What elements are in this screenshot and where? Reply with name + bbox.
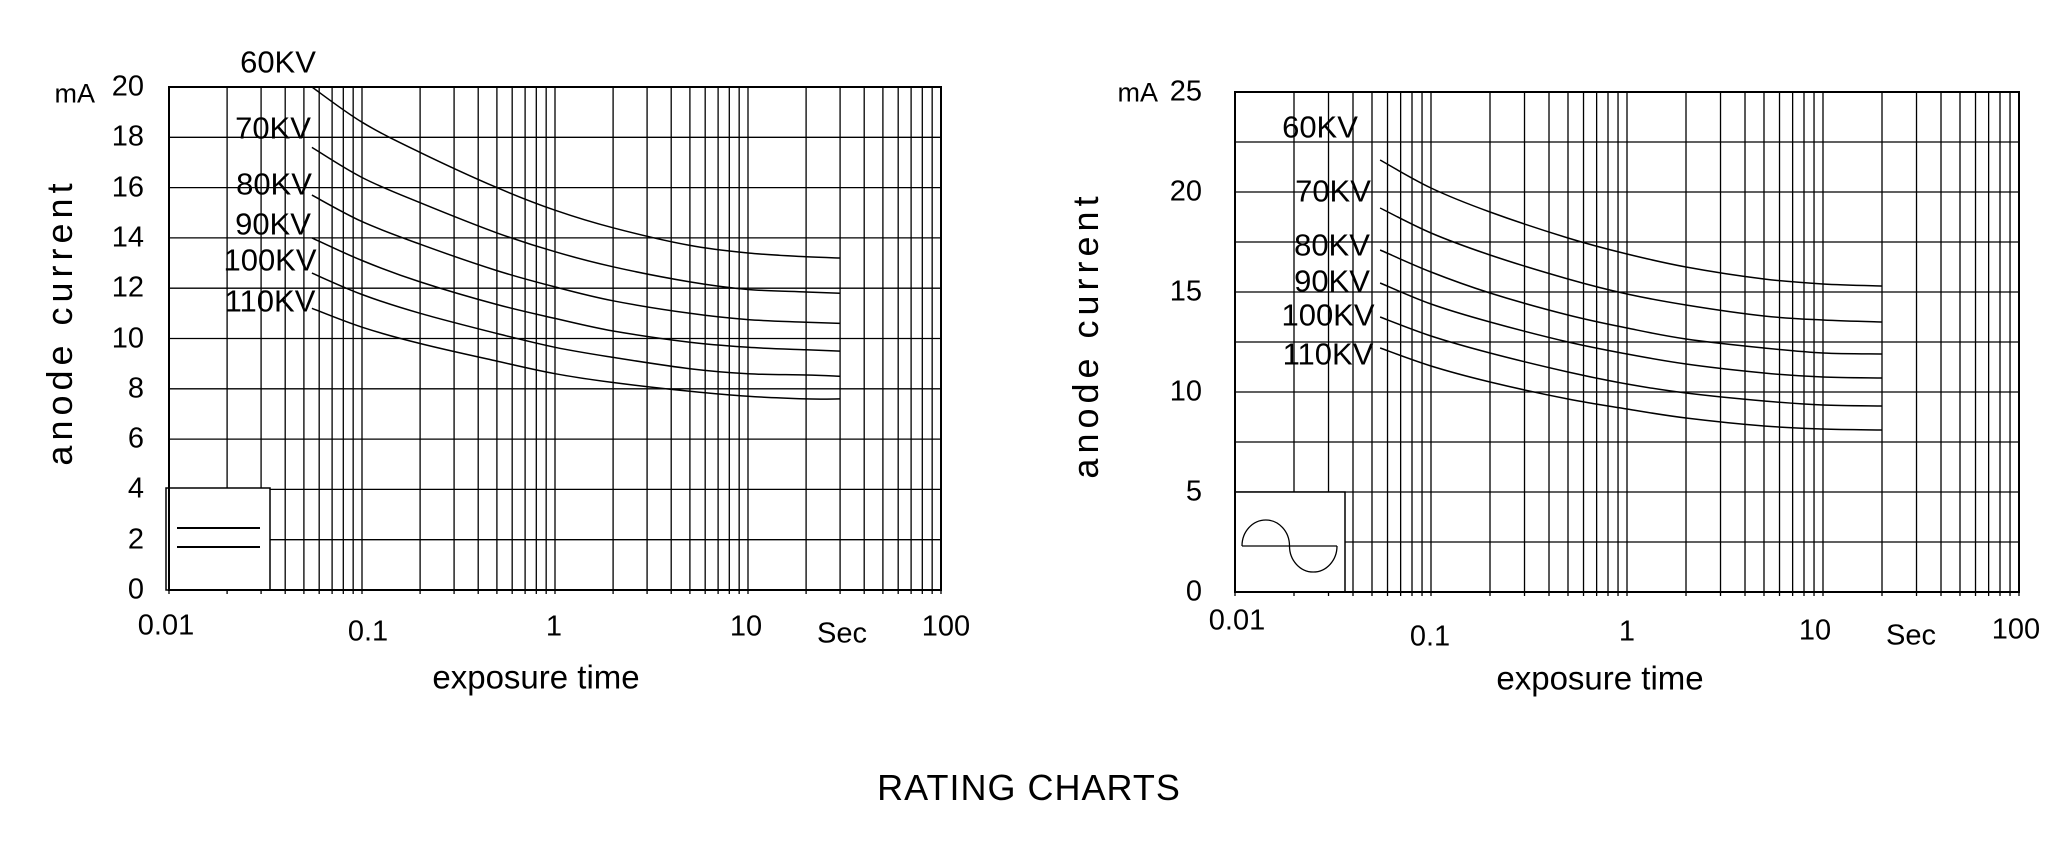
y-unit-label-ma: mA: [54, 78, 96, 109]
curve-label-100kv: 100KV: [1281, 297, 1375, 333]
x-tick-label-0.01: 0.01: [137, 609, 195, 642]
x-tick-label-1: 1: [545, 610, 563, 643]
x-tick-label-0.1: 0.1: [1409, 620, 1451, 653]
curve-label-90kv: 90KV: [235, 206, 311, 242]
dc-constant-potential-waveform-icon: [165, 487, 271, 591]
y-unit-label-ma: mA: [1117, 77, 1159, 108]
y-tick-label-5: 5: [1185, 475, 1202, 508]
x-tick-label-100: 100: [921, 610, 971, 643]
curve-label-60kv: 60KV: [1282, 109, 1358, 145]
curve-100kv: [1379, 316, 1883, 407]
y-tick-label-20: 20: [1169, 175, 1202, 208]
x-axis-title: exposure time: [1496, 659, 1704, 697]
curve-label-80kv: 80KV: [1294, 227, 1370, 263]
curve-110kv: [311, 307, 841, 400]
curve-90kv: [311, 237, 841, 352]
curve-60kv: [1379, 159, 1883, 287]
y-tick-label-16: 16: [111, 171, 144, 204]
curve-80kv: [1379, 249, 1883, 355]
y-tick-label-12: 12: [111, 271, 144, 304]
x-tick-label-0.1: 0.1: [347, 615, 389, 648]
y-tick-label-8: 8: [127, 372, 144, 405]
x-tick-label-1: 1: [1618, 615, 1636, 648]
y-tick-label-25: 25: [1169, 75, 1202, 108]
plot-border: [168, 86, 942, 591]
x-tick-label-10: 10: [1798, 614, 1832, 647]
y-axis-title: anode current: [1065, 191, 1106, 479]
curve-label-100kv: 100KV: [223, 242, 317, 278]
y-tick-label-18: 18: [111, 120, 144, 153]
y-tick-label-0: 0: [1185, 575, 1202, 608]
curve-label-90kv: 90KV: [1294, 263, 1370, 299]
left-rating-chart: [165, 86, 942, 594]
curve-label-70kv: 70KV: [1295, 173, 1371, 209]
y-tick-label-0: 0: [127, 573, 144, 606]
y-tick-label-4: 4: [127, 472, 144, 505]
curve-100kv: [311, 272, 841, 377]
x-tick-label-10: 10: [729, 610, 763, 643]
curve-label-60kv: 60KV: [240, 44, 316, 80]
y-tick-label-2: 2: [127, 523, 144, 556]
curve-label-70kv: 70KV: [235, 110, 311, 146]
y-tick-label-20: 20: [111, 70, 144, 103]
curve-label-110kv: 110KV: [1282, 336, 1374, 372]
plot-border: [1234, 91, 2020, 593]
x-tick-label-sec: Sec: [817, 617, 867, 650]
x-axis-title: exposure time: [432, 658, 640, 696]
y-tick-label-6: 6: [127, 422, 144, 455]
curve-80kv: [311, 194, 841, 325]
x-tick-label-100: 100: [1991, 613, 2041, 646]
right-rating-chart: [1234, 91, 2020, 596]
figure-title: RATING CHARTS: [877, 767, 1181, 808]
y-axis-title: anode current: [39, 178, 80, 466]
curve-label-110kv: 110KV: [224, 283, 316, 319]
curve-label-80kv: 80KV: [236, 166, 312, 202]
curve-70kv: [311, 146, 841, 294]
x-tick-label-0.01: 0.01: [1208, 604, 1266, 637]
grid-lines: [168, 86, 942, 594]
y-tick-label-10: 10: [111, 322, 144, 354]
x-tick-label-sec: Sec: [1886, 619, 1936, 652]
y-tick-label-15: 15: [1169, 275, 1202, 308]
y-tick-label-10: 10: [1169, 375, 1202, 408]
curve-70kv: [1379, 207, 1883, 323]
y-tick-label-14: 14: [111, 221, 144, 254]
curve-90kv: [1379, 282, 1883, 379]
curve-60kv: [311, 86, 841, 259]
ac-sine-waveform-icon: [1234, 491, 1346, 593]
curve-110kv: [1379, 347, 1883, 431]
